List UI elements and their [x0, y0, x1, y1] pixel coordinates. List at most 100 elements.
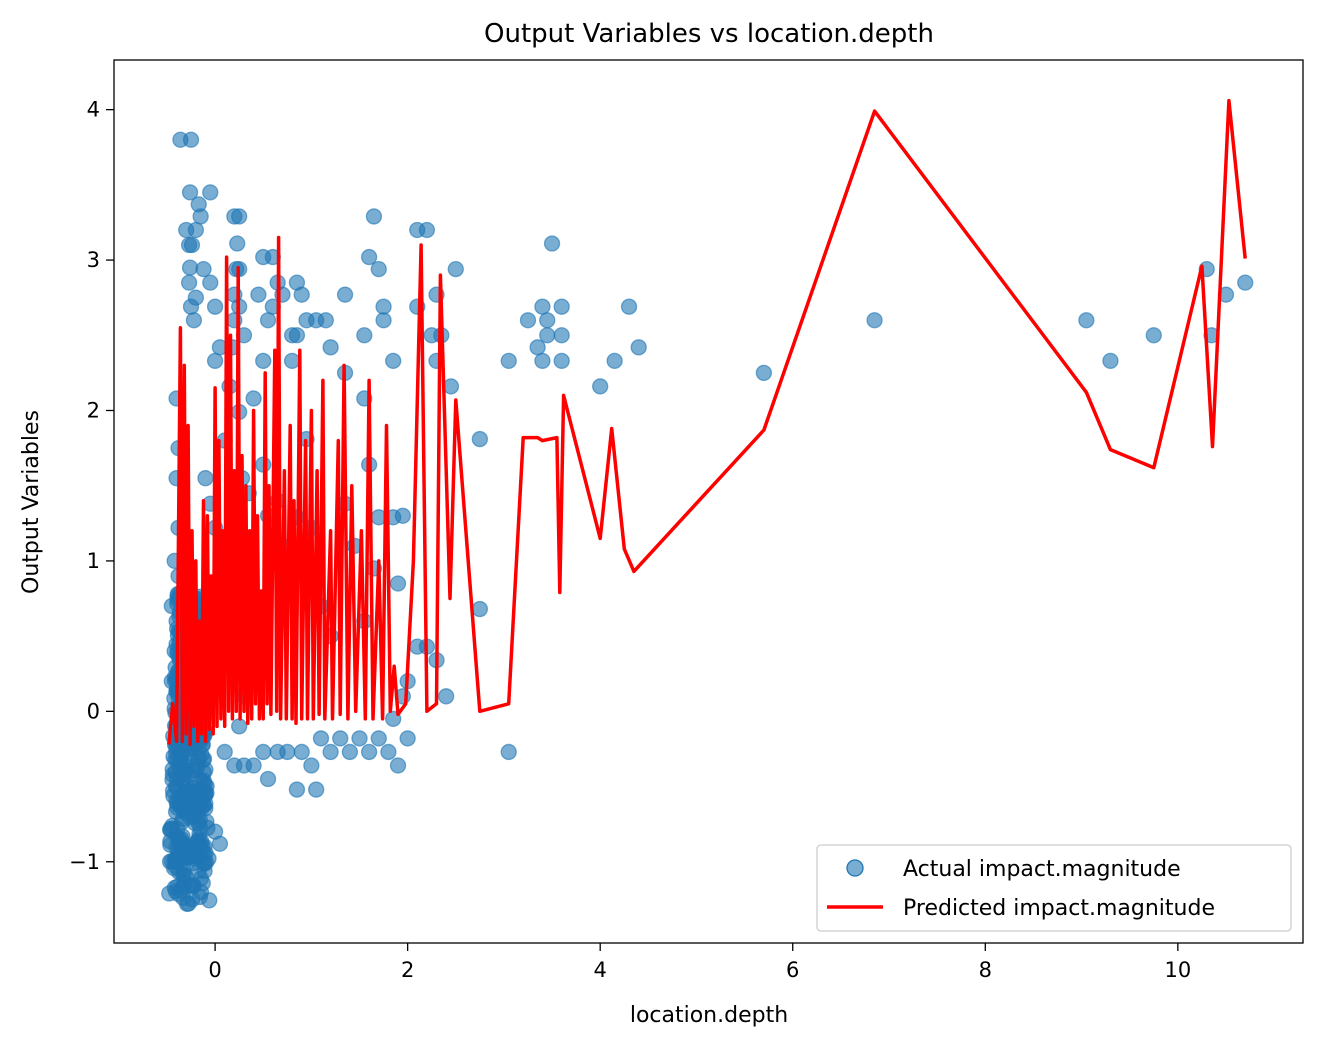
data-point: [181, 259, 199, 276]
data-point: [447, 260, 464, 278]
x-tick-label: 8: [979, 958, 992, 982]
x-tick-label: 6: [786, 958, 799, 982]
data-point: [250, 286, 267, 303]
data-point: [322, 339, 339, 356]
y-axis-label: Output Variables: [19, 410, 44, 594]
data-point: [606, 352, 623, 370]
legend-label-predicted: Predicted impact.magnitude: [903, 896, 1215, 921]
y-tick-label: 1: [87, 549, 100, 573]
y-axis: −1 0 1 2 3 4: [69, 98, 114, 874]
data-point: [171, 831, 188, 849]
data-point: [630, 339, 647, 356]
data-point: [553, 298, 570, 315]
data-point: [283, 352, 301, 370]
data-point: [231, 718, 248, 735]
data-point: [288, 781, 306, 798]
data-point: [1102, 352, 1119, 370]
data-point: [380, 743, 397, 761]
x-axis: 0 2 4 6 8 10: [208, 943, 1191, 982]
data-point: [245, 757, 262, 774]
data-point: [195, 260, 212, 278]
data-point: [180, 274, 198, 291]
data-point: [539, 327, 556, 344]
predicted-line: [167, 98, 1247, 747]
data-point: [471, 600, 488, 618]
x-tick-label: 2: [401, 958, 414, 982]
data-point: [1078, 312, 1095, 329]
y-tick-label: 0: [87, 699, 100, 723]
data-point: [211, 835, 229, 852]
data-point: [356, 327, 373, 344]
y-tick-label: 4: [87, 98, 100, 122]
data-point: [185, 312, 203, 329]
data-point: [394, 507, 411, 524]
data-point: [245, 390, 262, 407]
legend-marker-actual: [846, 859, 864, 877]
data-point: [164, 761, 181, 778]
data-point: [500, 743, 517, 761]
data-point: [389, 575, 407, 592]
data-point: [500, 352, 517, 370]
data-point: [303, 757, 320, 774]
data-point: [184, 891, 201, 908]
data-point: [182, 298, 200, 315]
data-point: [202, 184, 219, 201]
chart-title: Output Variables vs location.depth: [484, 19, 934, 49]
data-point: [197, 845, 214, 862]
plot-frame: [113, 59, 1304, 944]
data-point: [317, 312, 334, 329]
legend-frame: [816, 844, 1292, 932]
data-point: [755, 364, 773, 382]
data-point: [255, 352, 272, 370]
data-point: [196, 862, 213, 880]
data-point: [216, 743, 233, 761]
data-point: [519, 312, 537, 329]
data-point: [471, 430, 488, 448]
x-tick-label: 0: [208, 958, 221, 982]
data-point: [288, 327, 306, 344]
data-point: [181, 184, 199, 201]
data-point: [255, 743, 272, 761]
data-point: [195, 797, 213, 814]
data-point: [259, 770, 277, 788]
data-point: [231, 208, 248, 225]
data-point: [202, 274, 219, 291]
data-point: [543, 235, 561, 252]
data-point: [539, 312, 556, 329]
data-point: [192, 208, 209, 225]
data-point: [375, 312, 392, 329]
y-tick-label: −1: [69, 850, 100, 874]
data-point: [190, 750, 207, 768]
data-point: [341, 743, 359, 761]
data-point: [169, 878, 186, 895]
data-point: [206, 298, 224, 315]
data-point: [322, 743, 339, 761]
x-axis-label: location.depth: [630, 1003, 788, 1028]
data-point: [370, 260, 387, 278]
data-point: [166, 643, 183, 660]
data-point: [365, 208, 383, 225]
data-point: [385, 352, 402, 370]
data-point: [553, 352, 570, 370]
data-point: [534, 352, 551, 370]
data-point: [375, 298, 392, 315]
data-point: [312, 730, 330, 747]
data-point: [1145, 327, 1162, 344]
data-point: [182, 131, 200, 148]
data-point: [332, 730, 349, 747]
data-point: [293, 743, 310, 761]
legend: Actual impact.magnitude Predicted impact…: [816, 844, 1292, 932]
data-point: [1237, 274, 1254, 291]
predicted-series: [167, 98, 1247, 747]
y-tick-label: 3: [87, 248, 100, 272]
data-point: [336, 286, 354, 303]
x-tick-label: 4: [594, 958, 607, 982]
data-point: [293, 286, 310, 303]
data-point: [181, 798, 198, 816]
data-point: [308, 781, 325, 798]
data-point: [442, 378, 460, 395]
data-point: [620, 298, 638, 315]
data-point: [351, 730, 368, 747]
